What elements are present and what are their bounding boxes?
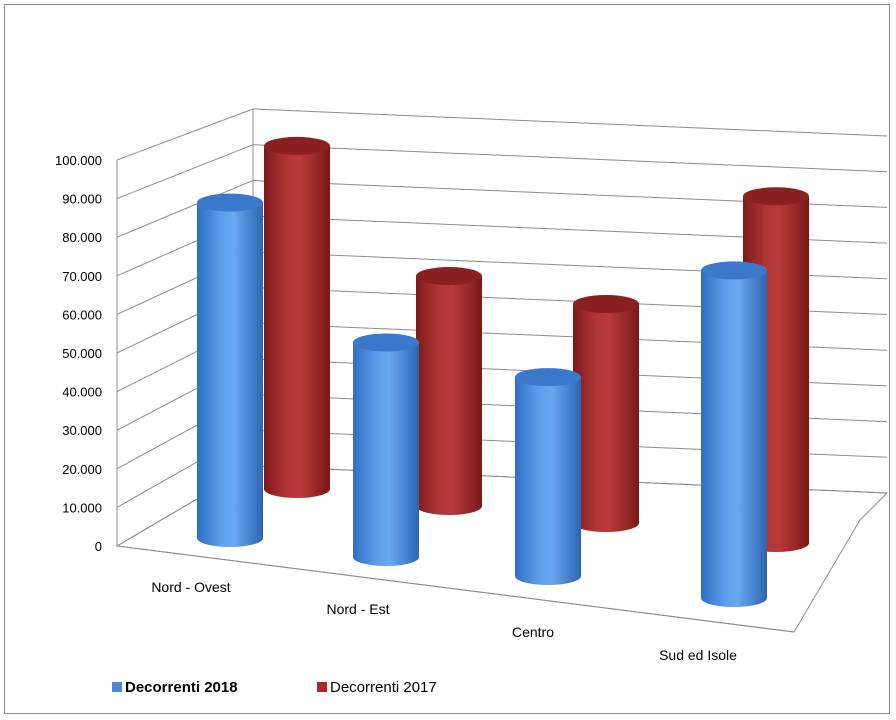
bar-2018-2 <box>515 368 581 585</box>
y-tick-label: 10.000 <box>62 500 102 515</box>
y-tick-label: 50.000 <box>62 346 102 361</box>
category-label: Centro <box>512 624 554 640</box>
bar-2017-1 <box>416 267 482 515</box>
bar-2017-1-top <box>416 267 482 286</box>
y-tick-label: 40.000 <box>62 385 102 400</box>
gridline-side <box>116 144 254 200</box>
y-tick-label: 30.000 <box>62 423 102 438</box>
bar-2017-0-body <box>264 145 330 498</box>
gridline-side <box>116 179 254 238</box>
chart-svg: 0 10.000 20.000 30.000 40.000 50.000 60.000 70.… <box>55 108 889 696</box>
legend-label: Decorrenti 2018 <box>125 679 238 696</box>
bar-2018-3 <box>701 261 767 607</box>
gridline-back <box>252 108 888 137</box>
bar-2017-3-top <box>743 187 809 206</box>
category-label: Nord - Ovest <box>151 579 230 595</box>
bar-2018-0-body <box>197 202 263 547</box>
category-label: Nord - Est <box>326 601 389 617</box>
bar-2017-2-body <box>573 304 639 532</box>
bar-2017-0 <box>264 136 330 498</box>
bar-2018-3-body <box>701 270 767 607</box>
bar-2018-2-top <box>515 368 581 387</box>
bar-2017-2-top <box>573 295 639 313</box>
category-label: Sud ed Isole <box>659 647 737 663</box>
bar-2018-0-top <box>197 193 263 212</box>
y-tick-label: 90.000 <box>62 192 102 207</box>
bar-2017-0-top <box>264 136 330 155</box>
bar-2018-0 <box>197 193 263 547</box>
legend-entry: Decorrenti 2018 <box>112 679 238 696</box>
x-axis-line <box>116 545 795 633</box>
bar-2017-2 <box>573 295 639 532</box>
bar-2018-1 <box>353 333 419 566</box>
gridline-back <box>252 144 888 173</box>
y-tick-label: 20.000 <box>62 462 102 477</box>
legend-label: Decorrenti 2017 <box>330 679 437 696</box>
bar-2018-3-top <box>701 261 767 280</box>
y-tick-label: 100.000 <box>55 153 102 168</box>
bar-2018-1-body <box>353 342 419 566</box>
legend-swatch <box>112 682 122 692</box>
bar-2017-1-body <box>416 276 482 515</box>
legend-entry: Decorrenti 2017 <box>317 679 437 696</box>
bar-2018-1-top <box>353 333 419 352</box>
bar-2018-2-body <box>515 377 581 585</box>
legend-swatch <box>317 682 327 692</box>
gridline-side <box>116 108 254 161</box>
y-tick-label: 0 <box>95 539 102 554</box>
y-tick-label: 60.000 <box>62 307 102 322</box>
y-tick-label: 70.000 <box>62 269 102 284</box>
chart-frame: 0 10.000 20.000 30.000 40.000 50.000 60.000 70.… <box>4 4 890 714</box>
y-tick-label: 80.000 <box>62 230 102 245</box>
